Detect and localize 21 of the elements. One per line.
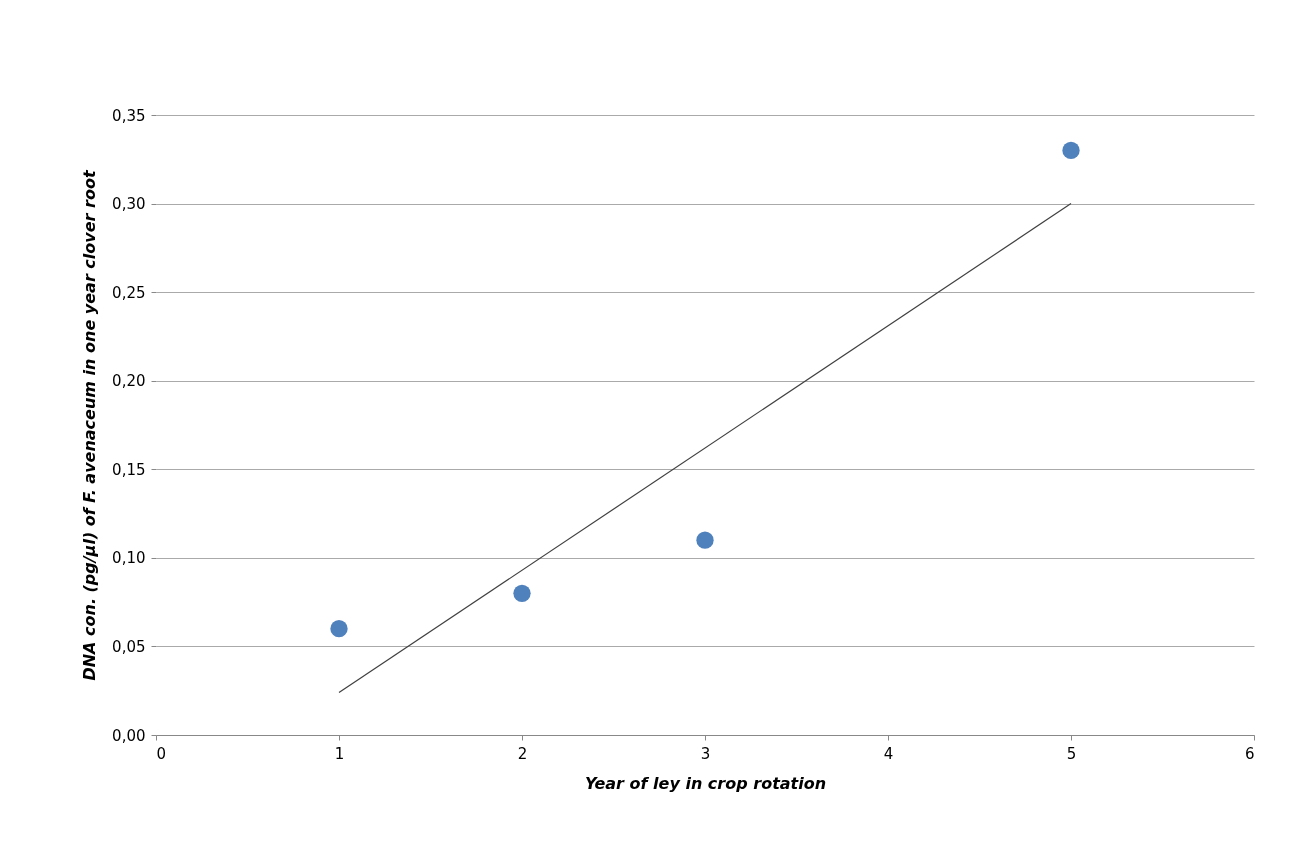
y-tick-label: 0,00 [112, 726, 146, 745]
x-tick-label: 0 [156, 744, 167, 763]
x-tick-label: 1 [334, 744, 345, 763]
y-tick-label: 0,25 [112, 283, 146, 302]
point [330, 620, 348, 638]
x-tick-label: 6 [1244, 744, 1255, 763]
y-tick-label: 0,20 [112, 372, 146, 391]
x-tick-label: 4 [883, 744, 894, 763]
y-axis-title: DNA con. (pg/µl) of F. avenaceum in one year clover root [80, 169, 100, 681]
x-tick-label: 3 [700, 744, 711, 763]
y-tick-label: 0,30 [112, 195, 146, 214]
x-tick-label: 5 [1066, 744, 1077, 763]
x-axis-title: Year of ley in crop rotation [584, 773, 827, 793]
point [513, 584, 531, 602]
y-tick-label: 0,10 [112, 549, 146, 568]
x-tick-label: 2 [517, 744, 528, 763]
point [696, 531, 714, 549]
y-tick-label: 0,15 [112, 460, 146, 479]
y-tick-label: 0,05 [112, 637, 146, 656]
y-tick-label: 0,35 [112, 106, 146, 125]
point [1062, 141, 1080, 160]
